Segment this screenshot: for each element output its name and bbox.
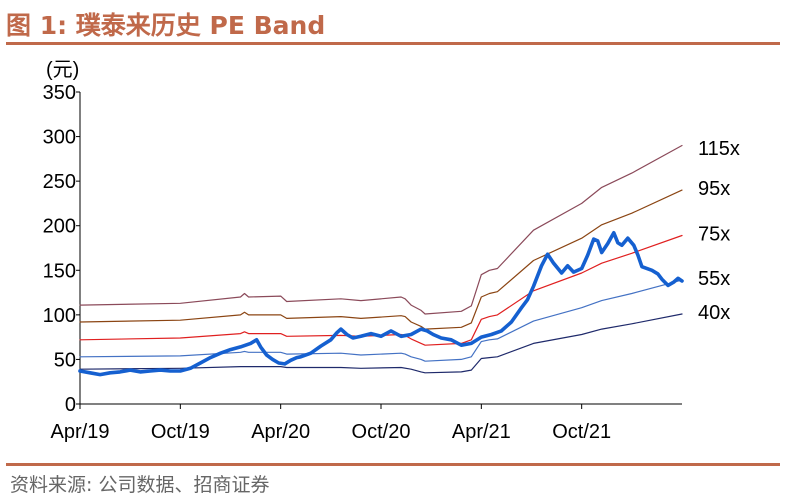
- y-tick-label: 0: [65, 394, 76, 416]
- band-line-95x: [79, 189, 683, 330]
- band-label-95x: 95x: [698, 178, 730, 200]
- price-line: [78, 231, 684, 377]
- x-tick-label: Oct/21: [552, 421, 611, 443]
- band-line-115x: [79, 144, 683, 315]
- band-line-55x: [79, 279, 683, 362]
- y-unit-label: (元): [46, 59, 79, 81]
- y-tick-label: 250: [43, 171, 76, 193]
- band-label-115x: 115x: [698, 138, 740, 160]
- band-label-40x: 40x: [698, 302, 730, 324]
- x-tick-label: Apr/19: [51, 421, 110, 443]
- pe-band-chart: (元) 0 50 100 150 200 250 300 350 Apr/19 Oct/19 Apr/…: [43, 59, 740, 443]
- y-tick-label: 350: [43, 82, 76, 104]
- band-label-75x: 75x: [698, 224, 730, 246]
- x-tick-label: Apr/21: [452, 421, 511, 443]
- x-tick-label: Oct/19: [151, 421, 210, 443]
- band-label-55x: 55x: [698, 268, 730, 290]
- y-tick-label: 300: [43, 127, 76, 149]
- source-note: 资料来源: 公司数据、招商证券: [10, 474, 270, 496]
- band-line-75x: [79, 234, 683, 346]
- title-rule: [6, 42, 780, 45]
- y-tick-label: 100: [43, 305, 76, 327]
- y-tick-label: 200: [43, 216, 76, 238]
- x-tick-label: Apr/20: [251, 421, 310, 443]
- x-tick-label: Oct/20: [352, 421, 411, 443]
- y-tick-label: 50: [54, 349, 76, 371]
- band-line-40x: [79, 313, 683, 374]
- source-rule: [6, 463, 780, 466]
- figure-title: 图 1: 璞泰来历史 PE Band: [6, 11, 326, 40]
- y-tick-label: 150: [43, 260, 76, 282]
